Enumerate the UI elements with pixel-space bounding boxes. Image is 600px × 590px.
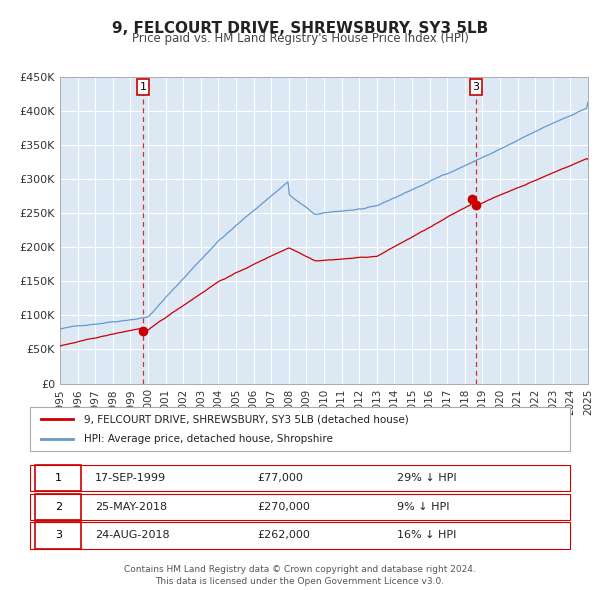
Text: 29% ↓ HPI: 29% ↓ HPI: [397, 473, 457, 483]
Text: £270,000: £270,000: [257, 502, 310, 512]
Text: £77,000: £77,000: [257, 473, 302, 483]
Text: This data is licensed under the Open Government Licence v3.0.: This data is licensed under the Open Gov…: [155, 577, 445, 586]
Text: 3: 3: [55, 530, 62, 540]
Text: HPI: Average price, detached house, Shropshire: HPI: Average price, detached house, Shro…: [84, 434, 333, 444]
FancyBboxPatch shape: [30, 407, 570, 451]
FancyBboxPatch shape: [35, 522, 82, 549]
Text: 3: 3: [473, 82, 479, 92]
FancyBboxPatch shape: [35, 494, 82, 520]
Text: 1: 1: [139, 82, 146, 92]
Text: 24-AUG-2018: 24-AUG-2018: [95, 530, 169, 540]
Text: 16% ↓ HPI: 16% ↓ HPI: [397, 530, 457, 540]
Text: 9% ↓ HPI: 9% ↓ HPI: [397, 502, 450, 512]
Text: Contains HM Land Registry data © Crown copyright and database right 2024.: Contains HM Land Registry data © Crown c…: [124, 565, 476, 574]
Text: 9, FELCOURT DRIVE, SHREWSBURY, SY3 5LB: 9, FELCOURT DRIVE, SHREWSBURY, SY3 5LB: [112, 21, 488, 35]
Text: 9, FELCOURT DRIVE, SHREWSBURY, SY3 5LB (detached house): 9, FELCOURT DRIVE, SHREWSBURY, SY3 5LB (…: [84, 415, 409, 424]
Text: 1: 1: [55, 473, 62, 483]
Text: 17-SEP-1999: 17-SEP-1999: [95, 473, 166, 483]
Text: Price paid vs. HM Land Registry's House Price Index (HPI): Price paid vs. HM Land Registry's House …: [131, 32, 469, 45]
FancyBboxPatch shape: [35, 465, 82, 491]
Text: 2: 2: [55, 502, 62, 512]
Text: 25-MAY-2018: 25-MAY-2018: [95, 502, 167, 512]
Text: £262,000: £262,000: [257, 530, 310, 540]
